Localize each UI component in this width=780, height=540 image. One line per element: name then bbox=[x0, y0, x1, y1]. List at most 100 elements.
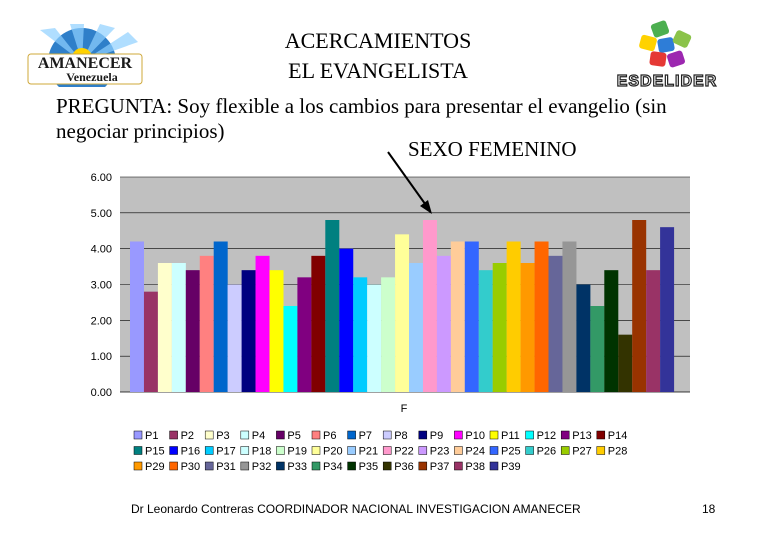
legend-label-p2: P2 bbox=[181, 430, 194, 442]
legend-label-p28: P28 bbox=[608, 446, 628, 458]
legend-label-p31: P31 bbox=[216, 461, 236, 473]
bar-p31 bbox=[548, 255, 563, 392]
legend-swatch-p9 bbox=[418, 430, 428, 440]
amanecer-logo: AMANECER Venezuela bbox=[27, 24, 143, 87]
bar-p33 bbox=[576, 284, 591, 392]
bar-p7 bbox=[213, 241, 228, 392]
legend-label-p25: P25 bbox=[501, 446, 521, 458]
legend-label-p35: P35 bbox=[359, 461, 379, 473]
legend-label-p14: P14 bbox=[608, 430, 628, 442]
legend-swatch-p17 bbox=[204, 446, 214, 455]
legend-swatch-p15 bbox=[133, 446, 143, 455]
legend-label-p24: P24 bbox=[465, 446, 485, 458]
legend-label-p6: P6 bbox=[323, 430, 336, 442]
legend-swatch-p14 bbox=[596, 430, 606, 440]
bar-p27 bbox=[492, 263, 507, 392]
logo-left-text1: AMANECER bbox=[38, 55, 133, 72]
question-text: PREGUNTA: Soy flexible a los cambios par… bbox=[56, 94, 667, 143]
legend-label-p37: P37 bbox=[430, 461, 450, 473]
bar-p1 bbox=[130, 241, 144, 392]
bar-p2 bbox=[143, 291, 158, 392]
bar-p17 bbox=[353, 277, 368, 392]
annotation-arrow bbox=[387, 151, 432, 214]
logo-right-text: ESDELIDER bbox=[617, 73, 718, 90]
legend-swatch-p35 bbox=[347, 461, 356, 471]
page-number: 18 bbox=[702, 502, 716, 516]
bar-p8 bbox=[227, 284, 242, 392]
legend-label-p17: P17 bbox=[216, 446, 236, 458]
legend-swatch-p30 bbox=[169, 461, 178, 471]
y-tick-label: 6.00 bbox=[91, 172, 112, 184]
legend-swatch-p32 bbox=[240, 461, 250, 471]
y-tick-label: 0.00 bbox=[91, 387, 112, 399]
legend-label-p18: P18 bbox=[252, 446, 272, 458]
legend-label-p34: P34 bbox=[323, 461, 343, 473]
title-line1: ACERCAMIENTOS bbox=[284, 28, 472, 53]
legend-swatch-p28 bbox=[596, 446, 606, 455]
legend-label-p8: P8 bbox=[394, 430, 407, 442]
legend-label-p36: P36 bbox=[394, 461, 414, 473]
bar-p19 bbox=[381, 277, 396, 392]
bar-p30 bbox=[534, 241, 549, 392]
bar-p12 bbox=[283, 306, 298, 392]
legend-label-p33: P33 bbox=[287, 461, 307, 473]
legend-label-p13: P13 bbox=[572, 430, 592, 442]
bar-p14 bbox=[311, 255, 326, 392]
bar-p6 bbox=[199, 255, 214, 392]
legend-swatch-p33 bbox=[276, 461, 285, 471]
bar-p20 bbox=[395, 234, 410, 392]
legend-label-p39: P39 bbox=[501, 461, 521, 473]
bar-p18 bbox=[367, 284, 382, 392]
legend-swatch-p37 bbox=[418, 461, 428, 471]
bar-p28 bbox=[506, 241, 521, 392]
legend-swatch-p22 bbox=[382, 446, 392, 455]
legend-swatch-p8 bbox=[382, 430, 392, 440]
legend-swatch-p34 bbox=[311, 461, 321, 471]
bar-p9 bbox=[241, 270, 256, 392]
legend-label-p7: P7 bbox=[359, 430, 372, 442]
bar-p38 bbox=[646, 270, 661, 392]
legend-swatch-p24 bbox=[454, 446, 463, 455]
legend-label-p32: P32 bbox=[252, 461, 272, 473]
legend-label-p5: P5 bbox=[287, 430, 300, 442]
legend-swatch-p21 bbox=[347, 446, 356, 455]
legend-swatch-p31 bbox=[204, 461, 214, 471]
y-tick-label: 3.00 bbox=[91, 280, 112, 292]
bar-p4 bbox=[171, 263, 186, 392]
legend-label-p29: P29 bbox=[145, 461, 165, 473]
legend-swatch-p27 bbox=[560, 446, 570, 455]
legend-swatch-p13 bbox=[560, 430, 570, 440]
legend-label-p9: P9 bbox=[430, 430, 443, 442]
legend-swatch-p10 bbox=[454, 430, 463, 440]
y-tick-label: 2.00 bbox=[91, 315, 112, 327]
legend-label-p23: P23 bbox=[430, 446, 450, 458]
bar-p15 bbox=[325, 220, 340, 392]
legend-label-p19: P19 bbox=[287, 446, 307, 458]
legend-label-p1: P1 bbox=[145, 430, 158, 442]
legend-swatch-p11 bbox=[489, 430, 499, 440]
legend-label-p3: P3 bbox=[216, 430, 229, 442]
legend-swatch-p1 bbox=[133, 430, 143, 440]
legend-swatch-p23 bbox=[418, 446, 428, 455]
bar-p26 bbox=[478, 270, 493, 392]
legend-label-p22: P22 bbox=[394, 446, 414, 458]
bar-p37 bbox=[632, 220, 647, 392]
title-line2: EL EVANGELISTA bbox=[288, 58, 468, 83]
bar-p22 bbox=[422, 220, 437, 392]
legend-label-p20: P20 bbox=[323, 446, 343, 458]
bar-p11 bbox=[269, 270, 284, 392]
legend-swatch-p18 bbox=[240, 446, 250, 455]
bar-p21 bbox=[409, 263, 423, 392]
legend-label-p21: P21 bbox=[359, 446, 379, 458]
x-category-label: F bbox=[401, 403, 408, 415]
y-tick-label: 5.00 bbox=[91, 208, 112, 220]
legend-label-p30: P30 bbox=[181, 461, 201, 473]
bar-p5 bbox=[185, 270, 200, 392]
legend-swatch-p39 bbox=[489, 461, 499, 471]
legend-swatch-p4 bbox=[240, 430, 250, 440]
bar-p16 bbox=[339, 248, 354, 392]
y-tick-label: 4.00 bbox=[91, 244, 112, 256]
legend-swatch-p38 bbox=[454, 461, 463, 471]
bar-p32 bbox=[562, 241, 577, 392]
legend-swatch-p29 bbox=[133, 461, 143, 471]
